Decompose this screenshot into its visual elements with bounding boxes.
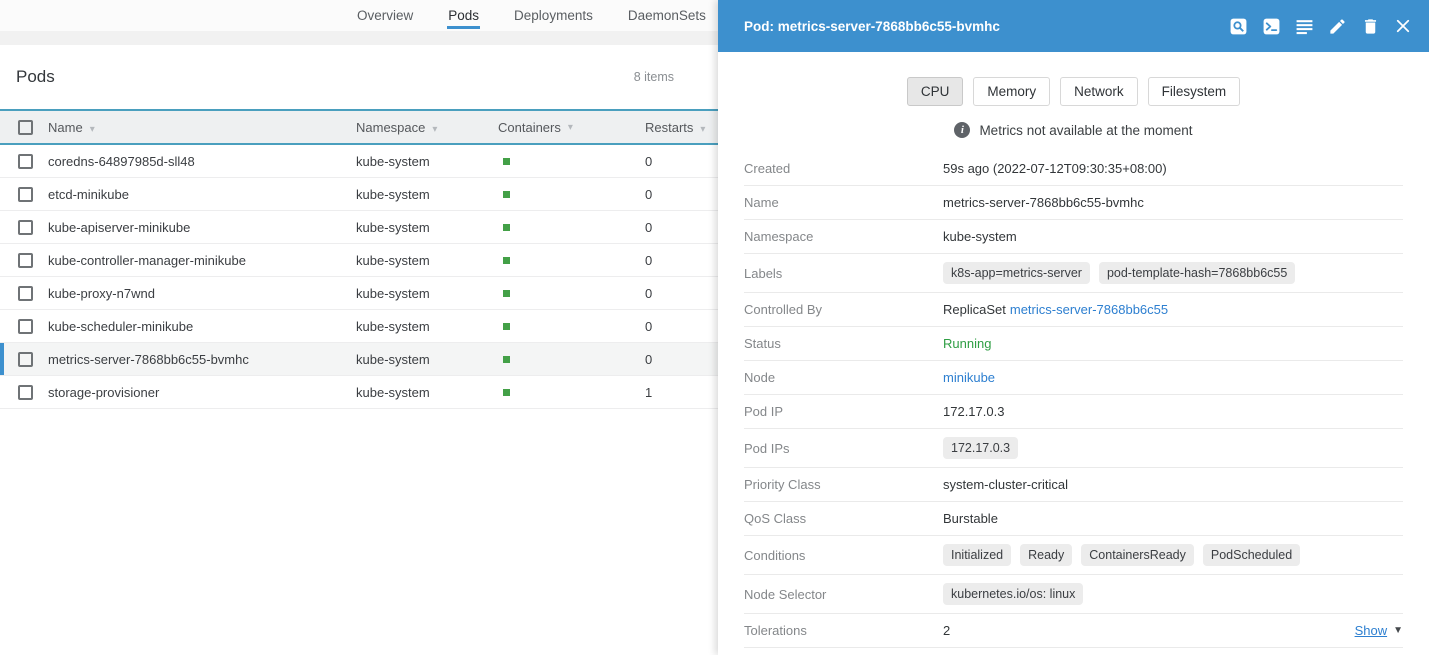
container-status-icon (503, 256, 510, 264)
pod-details-list: Created 59s ago (2022-07-12T09:30:35+08:… (744, 152, 1403, 648)
row-checkbox[interactable] (18, 285, 33, 301)
label-badge: pod-template-hash=7868bb6c55 (1098, 262, 1296, 284)
row-checkbox[interactable] (18, 318, 33, 334)
detail-row-status: Status Running (744, 327, 1403, 361)
detail-row-tolerations: Tolerations 2 Show ▼ (744, 614, 1403, 648)
tab-pods[interactable]: Pods (447, 0, 481, 29)
tab-overview[interactable]: Overview (357, 8, 414, 23)
pods-list-pane: Overview Pods Deployments DaemonSets Pod… (0, 0, 718, 409)
list-header: Pods 8 items (0, 45, 718, 109)
metrics-unavailable-message: i Metrics not available at the moment (718, 122, 1429, 138)
pods-table-body: coredns-64897985d-sll48 kube-system 0 et… (0, 145, 718, 409)
table-row[interactable]: etcd-minikube kube-system 0 (0, 178, 718, 211)
workloads-tab-bar: Overview Pods Deployments DaemonSets (0, 0, 718, 45)
detail-row-conditions: Conditions Initialized Ready ContainersR… (744, 536, 1403, 575)
chevron-down-icon: ▼ (1393, 625, 1403, 636)
detail-row-qos: QoS Class Burstable (744, 502, 1403, 536)
table-row[interactable]: kube-proxy-n7wnd kube-system 0 (0, 277, 718, 310)
container-status-icon (503, 355, 510, 363)
tolerations-count: 2 (943, 623, 951, 638)
pod-ip-value: 172.17.0.3 (943, 404, 1005, 419)
namespace-value: kube-system (943, 229, 1017, 244)
row-checkbox[interactable] (18, 351, 33, 367)
table-row[interactable]: storage-provisioner kube-system 1 (0, 376, 718, 409)
table-row[interactable]: kube-controller-manager-minikube kube-sy… (0, 244, 718, 277)
container-status-icon (503, 289, 510, 297)
metric-tab-memory[interactable]: Memory (973, 77, 1051, 106)
drawer-toolbar (1228, 16, 1413, 36)
metric-tabs: CPU Memory Network Filesystem (718, 77, 1429, 106)
pod-logs-icon[interactable] (1294, 16, 1314, 36)
node-link[interactable]: minikube (943, 370, 996, 385)
detail-row-controlled-by: Controlled By ReplicaSet metrics-server-… (744, 293, 1403, 327)
created-value: 59s ago (2022-07-12T09:30:35+08:00) (943, 161, 1167, 176)
container-status-icon (503, 322, 510, 330)
info-icon: i (954, 122, 971, 138)
table-row[interactable]: coredns-64897985d-sll48 kube-system 0 (0, 145, 718, 178)
detail-row-labels: Labels k8s-app=metrics-server pod-templa… (744, 254, 1403, 293)
status-badge: Running (943, 336, 992, 351)
detail-row-priority-class: Priority Class system-cluster-critical (744, 468, 1403, 502)
container-status-icon (503, 388, 510, 396)
container-status-icon (503, 157, 510, 165)
detail-row-node: Node minikube (744, 361, 1403, 395)
column-header-containers[interactable]: Containers ▾ (498, 119, 573, 135)
metric-tab-network[interactable]: Network (1060, 77, 1138, 106)
condition-badge: ContainersReady (1081, 544, 1194, 566)
container-status-icon (503, 190, 510, 198)
detail-row-namespace: Namespace kube-system (744, 220, 1403, 254)
tolerations-show-toggle[interactable]: Show ▼ (1354, 623, 1403, 638)
row-checkbox[interactable] (18, 252, 33, 268)
priority-class-value: system-cluster-critical (943, 477, 1068, 492)
owner-link[interactable]: metrics-server-7868bb6c55 (1009, 302, 1169, 317)
detail-row-pod-ips: Pod IPs 172.17.0.3 (744, 429, 1403, 468)
metric-tab-filesystem[interactable]: Filesystem (1147, 77, 1241, 106)
workloads-tabs: Overview Pods Deployments DaemonSets (356, 0, 707, 29)
pod-search-icon[interactable] (1228, 16, 1248, 36)
row-checkbox[interactable] (18, 384, 33, 400)
label-badge: k8s-app=metrics-server (943, 262, 1090, 284)
table-row[interactable]: kube-apiserver-minikube kube-system 0 (0, 211, 718, 244)
pod-ip-badge: 172.17.0.3 (943, 437, 1019, 459)
detail-row-pod-ip: Pod IP 172.17.0.3 (744, 395, 1403, 429)
sort-icon: ▾ (567, 121, 573, 133)
row-checkbox[interactable] (18, 219, 33, 235)
tab-daemonsets[interactable]: DaemonSets (627, 8, 706, 23)
node-selector-badge: kubernetes.io/os: linux (943, 583, 1084, 605)
drawer-title: Pod: metrics-server-7868bb6c55-bvmhc (744, 18, 1000, 34)
table-row[interactable]: kube-scheduler-minikube kube-system 0 (0, 310, 718, 343)
condition-badge: Ready (1020, 544, 1073, 566)
delete-icon[interactable] (1360, 16, 1380, 36)
table-row-selected[interactable]: metrics-server-7868bb6c55-bvmhc kube-sys… (0, 343, 718, 376)
qos-value: Burstable (943, 511, 998, 526)
tab-deployments[interactable]: Deployments (514, 8, 593, 23)
condition-badge: PodScheduled (1202, 544, 1301, 566)
owner-kind: ReplicaSet (943, 302, 1006, 317)
sort-icon: ▾ (700, 123, 706, 135)
column-header-namespace[interactable]: Namespace ▾ (356, 119, 438, 135)
column-header-restarts[interactable]: Restarts ▾ (645, 119, 706, 135)
table-header-row: Name ▾ Namespace ▾ Containers ▾ Restarts ▾ (0, 109, 718, 145)
pod-shell-icon[interactable] (1261, 16, 1281, 36)
edit-icon[interactable] (1327, 16, 1347, 36)
select-all-checkbox[interactable] (18, 119, 33, 135)
container-status-icon (503, 223, 510, 231)
close-icon[interactable] (1393, 16, 1413, 36)
detail-row-name: Name metrics-server-7868bb6c55-bvmhc (744, 186, 1403, 220)
drawer-header: Pod: metrics-server-7868bb6c55-bvmhc (718, 0, 1429, 52)
pod-name-value: metrics-server-7868bb6c55-bvmhc (943, 195, 1144, 210)
detail-row-node-selector: Node Selector kubernetes.io/os: linux (744, 575, 1403, 614)
detail-row-created: Created 59s ago (2022-07-12T09:30:35+08:… (744, 152, 1403, 186)
page-title: Pods (16, 67, 55, 86)
column-header-name[interactable]: Name ▾ (48, 119, 95, 135)
row-checkbox[interactable] (18, 153, 33, 169)
items-count: 8 items (633, 70, 674, 84)
row-checkbox[interactable] (18, 186, 33, 202)
metric-tab-cpu[interactable]: CPU (906, 77, 964, 106)
sort-icon: ▾ (89, 123, 95, 135)
sort-icon: ▾ (432, 123, 438, 135)
condition-badge: Initialized (943, 544, 1012, 566)
pod-details-drawer: Pod: metrics-server-7868bb6c55-bvmhc CPU (718, 0, 1429, 655)
